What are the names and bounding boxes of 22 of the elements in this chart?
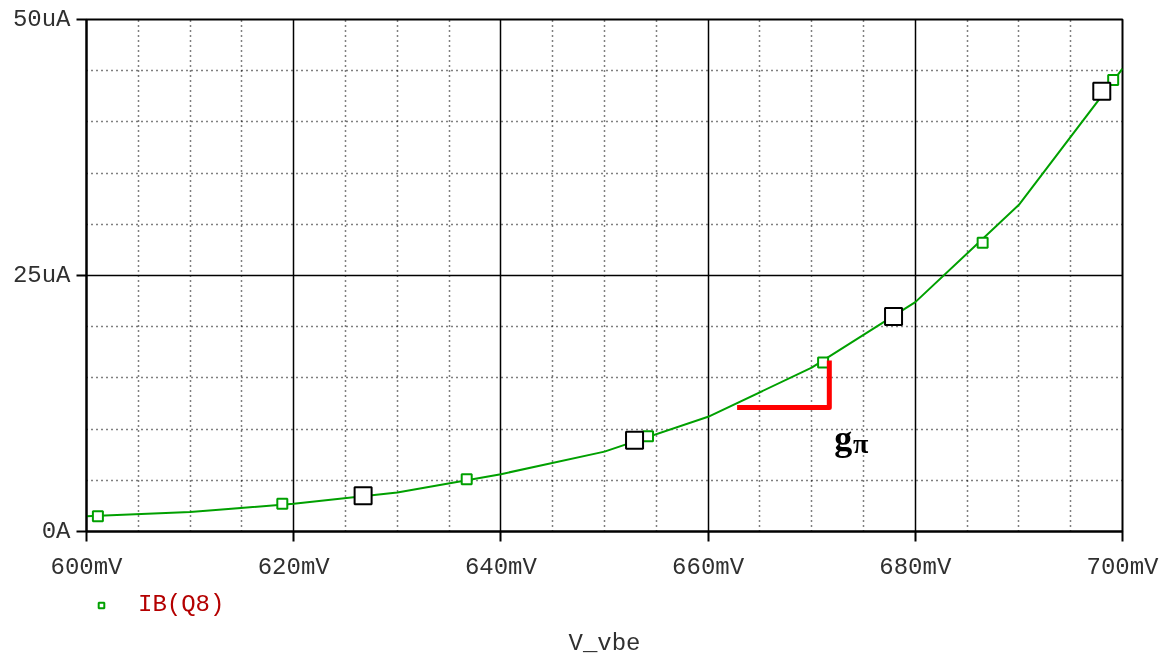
- x-tick-label: 600mV: [50, 553, 124, 581]
- annotation: gπ: [834, 417, 870, 460]
- y-tick-label: 50uA: [12, 6, 72, 33]
- legend-label: IB(Q8): [138, 591, 225, 618]
- point: [1107, 73, 1120, 86]
- point: [276, 497, 289, 510]
- y-tick-label: 25uA: [12, 262, 72, 289]
- point: [460, 473, 473, 486]
- point: [625, 430, 645, 450]
- point: [976, 236, 989, 249]
- point: [353, 486, 373, 506]
- point: [884, 306, 904, 326]
- x-tick-label: 660mV: [672, 553, 745, 581]
- x-axis-title: V_vbe: [568, 629, 641, 657]
- x-tick-label: 680mV: [879, 553, 952, 581]
- y-tick-label: 0A: [41, 518, 72, 545]
- point: [1092, 81, 1112, 101]
- x-tick-label: 700mV: [1086, 553, 1160, 581]
- x-tick-label: 620mV: [257, 553, 331, 581]
- x-tick-label: 640mV: [464, 553, 538, 581]
- point: [91, 510, 104, 523]
- line-series: [86, 67, 1123, 518]
